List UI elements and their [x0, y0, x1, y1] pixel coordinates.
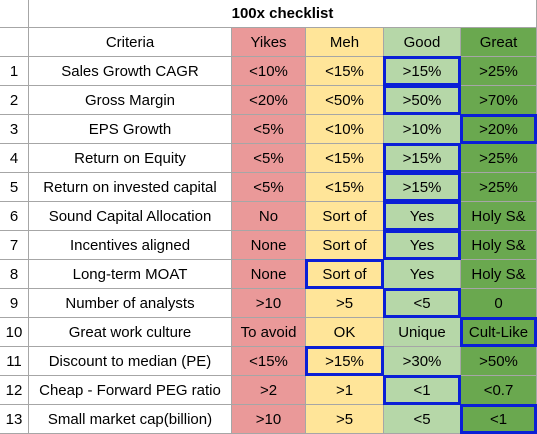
cell-great[interactable]: Holy S& — [461, 202, 537, 231]
cell-great[interactable]: >20% — [461, 115, 537, 144]
cell-yikes[interactable]: None — [232, 231, 306, 260]
cell-good[interactable]: >30% — [384, 347, 461, 376]
cell-yikes[interactable]: <10% — [232, 57, 306, 86]
cell-yikes[interactable]: <5% — [232, 144, 306, 173]
cell-yikes[interactable]: >2 — [232, 376, 306, 405]
cell-criteria[interactable]: Great work culture — [29, 318, 232, 347]
cell-great[interactable]: Cult-Like — [461, 318, 537, 347]
cell-great[interactable]: <0.7 — [461, 376, 537, 405]
cell-great[interactable]: >25% — [461, 144, 537, 173]
row-number[interactable]: 11 — [0, 347, 29, 376]
cell-meh[interactable]: >5 — [306, 405, 384, 434]
cell-great[interactable]: >25% — [461, 57, 537, 86]
cell-yikes[interactable]: No — [232, 202, 306, 231]
cell-good[interactable]: Yes — [384, 260, 461, 289]
corner-cell[interactable] — [0, 0, 29, 28]
row-number[interactable]: 6 — [0, 202, 29, 231]
cell-meh[interactable]: OK — [306, 318, 384, 347]
cell-yikes[interactable]: >10 — [232, 405, 306, 434]
row-number[interactable]: 1 — [0, 57, 29, 86]
cell-criteria[interactable]: Return on invested capital — [29, 173, 232, 202]
cell-yikes[interactable]: To avoid — [232, 318, 306, 347]
cell-good[interactable]: Unique — [384, 318, 461, 347]
cell-good[interactable]: >15% — [384, 173, 461, 202]
cell-good[interactable]: >10% — [384, 115, 461, 144]
cell-meh[interactable]: Sort of — [306, 231, 384, 260]
header-criteria[interactable]: Criteria — [29, 28, 232, 57]
cell-good[interactable]: Yes — [384, 231, 461, 260]
cell-meh[interactable]: >1 — [306, 376, 384, 405]
header-row-number-cell[interactable] — [0, 28, 29, 57]
cell-criteria[interactable]: Long-term MOAT — [29, 260, 232, 289]
cell-yikes[interactable]: <5% — [232, 173, 306, 202]
cell-criteria[interactable]: Return on Equity — [29, 144, 232, 173]
header-yikes[interactable]: Yikes — [232, 28, 306, 57]
cell-yikes[interactable]: None — [232, 260, 306, 289]
cell-yikes[interactable]: <5% — [232, 115, 306, 144]
cell-great[interactable]: Holy S& — [461, 260, 537, 289]
cell-meh[interactable]: Sort of — [306, 202, 384, 231]
cell-criteria[interactable]: Small market cap(billion) — [29, 405, 232, 434]
cell-meh[interactable]: >15% — [306, 347, 384, 376]
cell-criteria[interactable]: Discount to median (PE) — [29, 347, 232, 376]
cell-criteria[interactable]: Number of analysts — [29, 289, 232, 318]
cell-great[interactable]: >70% — [461, 86, 537, 115]
header-meh[interactable]: Meh — [306, 28, 384, 57]
cell-meh[interactable]: Sort of — [306, 260, 384, 289]
row-number[interactable]: 7 — [0, 231, 29, 260]
cell-good[interactable]: <5 — [384, 405, 461, 434]
cell-great[interactable]: Holy S& — [461, 231, 537, 260]
cell-yikes[interactable]: >10 — [232, 289, 306, 318]
cell-criteria[interactable]: Cheap - Forward PEG ratio — [29, 376, 232, 405]
cell-meh[interactable]: <15% — [306, 144, 384, 173]
cell-criteria[interactable]: Sound Capital Allocation — [29, 202, 232, 231]
header-good[interactable]: Good — [384, 28, 461, 57]
row-number[interactable]: 5 — [0, 173, 29, 202]
cell-good[interactable]: <1 — [384, 376, 461, 405]
cell-criteria[interactable]: Gross Margin — [29, 86, 232, 115]
cell-great[interactable]: >50% — [461, 347, 537, 376]
cell-meh[interactable]: >5 — [306, 289, 384, 318]
cell-good[interactable]: >15% — [384, 57, 461, 86]
cell-good[interactable]: >15% — [384, 144, 461, 173]
cell-meh[interactable]: <15% — [306, 173, 384, 202]
cell-criteria[interactable]: EPS Growth — [29, 115, 232, 144]
cell-criteria[interactable]: Incentives aligned — [29, 231, 232, 260]
row-number[interactable]: 9 — [0, 289, 29, 318]
cell-great[interactable]: >25% — [461, 173, 537, 202]
cell-meh[interactable]: <50% — [306, 86, 384, 115]
cell-meh[interactable]: <15% — [306, 57, 384, 86]
header-great[interactable]: Great — [461, 28, 537, 57]
cell-meh[interactable]: <10% — [306, 115, 384, 144]
cell-yikes[interactable]: <20% — [232, 86, 306, 115]
row-number[interactable]: 12 — [0, 376, 29, 405]
cell-good[interactable]: Yes — [384, 202, 461, 231]
cell-criteria[interactable]: Sales Growth CAGR — [29, 57, 232, 86]
row-number[interactable]: 10 — [0, 318, 29, 347]
cell-good[interactable]: >50% — [384, 86, 461, 115]
cell-great[interactable]: <1 — [461, 405, 537, 434]
row-number[interactable]: 8 — [0, 260, 29, 289]
row-number[interactable]: 3 — [0, 115, 29, 144]
sheet-title[interactable]: 100x checklist — [29, 0, 537, 28]
cell-good[interactable]: <5 — [384, 289, 461, 318]
row-number[interactable]: 2 — [0, 86, 29, 115]
cell-great[interactable]: 0 — [461, 289, 537, 318]
cell-yikes[interactable]: <15% — [232, 347, 306, 376]
row-number[interactable]: 13 — [0, 405, 29, 434]
row-number[interactable]: 4 — [0, 144, 29, 173]
